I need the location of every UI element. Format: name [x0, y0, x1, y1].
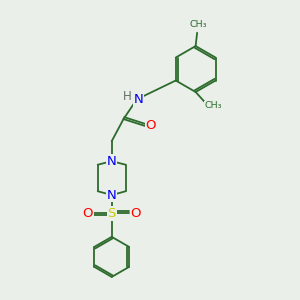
Text: CH₃: CH₃	[205, 101, 222, 110]
Text: N: N	[133, 93, 143, 106]
Text: H: H	[123, 91, 132, 103]
Text: N: N	[107, 155, 117, 168]
Text: S: S	[107, 207, 116, 220]
Text: N: N	[107, 188, 117, 202]
Text: O: O	[130, 207, 141, 220]
Text: CH₃: CH₃	[190, 20, 207, 29]
Text: O: O	[145, 119, 156, 132]
Text: O: O	[82, 207, 93, 220]
